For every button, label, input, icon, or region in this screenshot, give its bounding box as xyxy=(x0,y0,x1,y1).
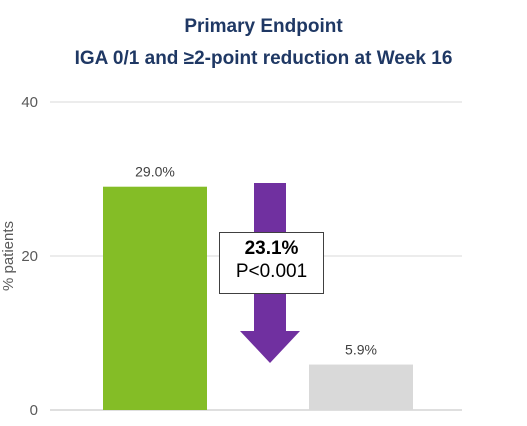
p-value: P<0.001 xyxy=(235,261,308,282)
y-axis-label: % patients xyxy=(0,221,17,291)
data-labels: 29.0% 5.9% xyxy=(135,164,377,358)
difference-callout: 23.1% P<0.001 xyxy=(219,232,324,294)
data-label-2: 5.9% xyxy=(345,342,377,358)
y-tick-label: 40 xyxy=(21,94,38,111)
y-tick-label: 0 xyxy=(30,402,38,419)
bar-2 xyxy=(309,364,413,410)
difference-value: 23.1% xyxy=(244,238,299,259)
data-label-1: 29.0% xyxy=(135,164,175,180)
bar-1 xyxy=(103,186,207,410)
bars xyxy=(103,186,413,410)
chart-title-line2: IGA 0/1 and ≥2-point reduction at Week 1… xyxy=(74,48,453,69)
y-tick-label: 20 xyxy=(21,248,38,265)
y-axis-ticks: 0 20 40 xyxy=(21,94,38,419)
chart-title-line1: Primary Endpoint xyxy=(184,16,343,37)
